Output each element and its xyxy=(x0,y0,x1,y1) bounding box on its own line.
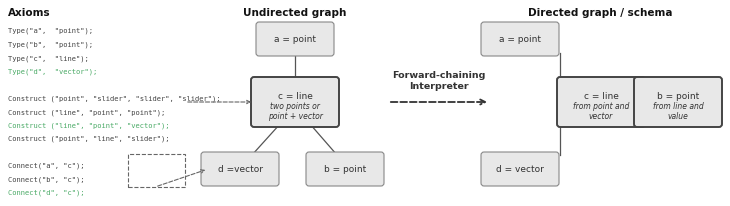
FancyBboxPatch shape xyxy=(634,78,722,127)
Text: Connect("d", "c");: Connect("d", "c"); xyxy=(8,189,85,195)
Text: Undirected graph: Undirected graph xyxy=(243,8,347,18)
Text: from point and
vector: from point and vector xyxy=(573,102,629,121)
Text: Construct ("point", "line", "slider");: Construct ("point", "line", "slider"); xyxy=(8,135,169,142)
Text: a = point: a = point xyxy=(274,35,316,44)
FancyBboxPatch shape xyxy=(256,23,334,57)
Text: Construct ("line", "point", "vector");: Construct ("line", "point", "vector"); xyxy=(8,122,169,128)
FancyBboxPatch shape xyxy=(481,152,559,186)
Text: two points or
point + vector: two points or point + vector xyxy=(268,102,323,121)
FancyBboxPatch shape xyxy=(251,78,339,127)
Text: b = point: b = point xyxy=(324,165,366,174)
Text: Forward-chaining
Interpreter: Forward-chaining Interpreter xyxy=(392,71,485,91)
Text: from line and
value: from line and value xyxy=(653,102,704,121)
Text: Construct ("line", "point", "point");: Construct ("line", "point", "point"); xyxy=(8,109,165,115)
FancyBboxPatch shape xyxy=(306,152,384,186)
Text: Type("b",  "point");: Type("b", "point"); xyxy=(8,41,93,48)
Text: c = line: c = line xyxy=(583,91,618,100)
Text: a = point: a = point xyxy=(499,35,541,44)
Text: d =vector: d =vector xyxy=(218,165,263,174)
FancyBboxPatch shape xyxy=(201,152,279,186)
Text: Type("c",  "line");: Type("c", "line"); xyxy=(8,55,89,61)
Text: b = point: b = point xyxy=(657,91,699,100)
Text: Construct ("point", "slider", "slider", "slider");: Construct ("point", "slider", "slider", … xyxy=(8,95,220,102)
Text: Type("d",  "vector");: Type("d", "vector"); xyxy=(8,68,97,75)
Text: Connect("b", "c");: Connect("b", "c"); xyxy=(8,176,85,182)
Text: Axioms: Axioms xyxy=(8,8,50,18)
Text: Directed graph / schema: Directed graph / schema xyxy=(528,8,672,18)
Text: Type("a",  "point");: Type("a", "point"); xyxy=(8,28,93,34)
Text: c = line: c = line xyxy=(277,91,312,100)
FancyBboxPatch shape xyxy=(481,23,559,57)
Text: Connect("a", "c");: Connect("a", "c"); xyxy=(8,162,85,169)
FancyBboxPatch shape xyxy=(557,78,645,127)
Bar xyxy=(128,154,185,187)
Text: d = vector: d = vector xyxy=(496,165,544,174)
